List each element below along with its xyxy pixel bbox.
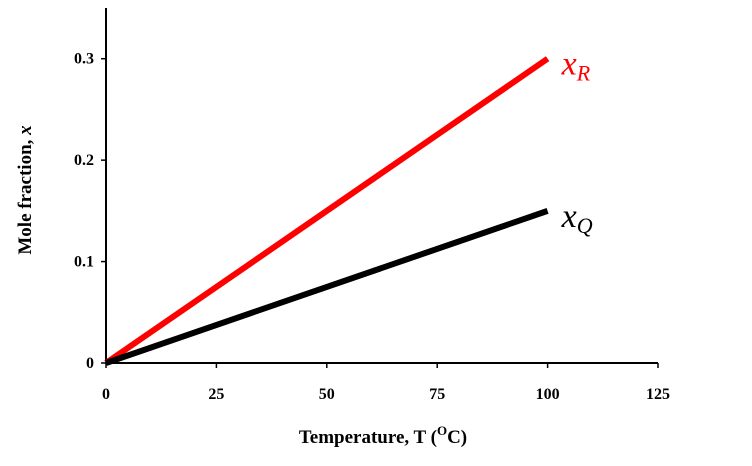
series-labels: xR xQ bbox=[561, 46, 593, 238]
x-ticks: 0 25 50 75 100 125 bbox=[102, 363, 670, 403]
y-tick-label: 0.2 bbox=[74, 152, 94, 169]
y-tick-label: 0 bbox=[86, 355, 94, 372]
x-tick-label: 25 bbox=[208, 386, 224, 403]
x-tick-label: 100 bbox=[536, 386, 560, 403]
x-tick-label: 75 bbox=[429, 386, 445, 403]
series-label-xr: xR bbox=[561, 46, 591, 86]
series-line-xr bbox=[104, 56, 550, 366]
y-axis-title: Mole fraction, x bbox=[15, 125, 36, 255]
x-tick-label: 125 bbox=[646, 386, 670, 403]
x-axis-title: Temperature, T (OC) bbox=[299, 423, 467, 448]
y-tick-label: 0.1 bbox=[74, 254, 94, 271]
series-label-xq: xQ bbox=[561, 198, 593, 238]
y-tick-label: 0.3 bbox=[74, 51, 94, 68]
plot-area: 0 0.1 0.2 0.3 0 25 50 75 100 125 xR xQ bbox=[74, 8, 670, 403]
series-lines bbox=[104, 56, 550, 366]
x-tick-label: 50 bbox=[319, 386, 335, 403]
x-tick-label: 0 bbox=[102, 386, 110, 403]
y-ticks: 0 0.1 0.2 0.3 bbox=[74, 51, 106, 372]
series-line-xq bbox=[105, 208, 549, 366]
